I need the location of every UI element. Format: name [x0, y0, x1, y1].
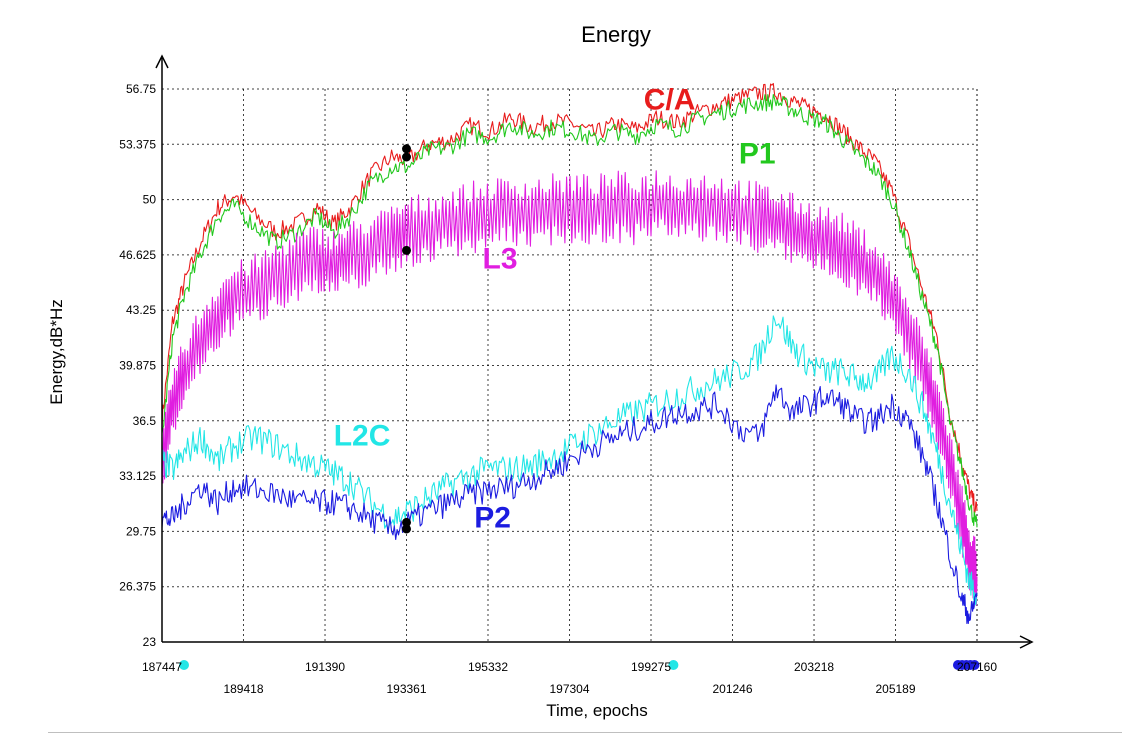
chart-title: Energy [581, 22, 651, 47]
series-labels: C/A P1 L3 L2C P2 [334, 83, 776, 534]
y-tick-label: 29.75 [126, 524, 156, 538]
series-label-ca: C/A [644, 83, 696, 116]
y-tick-label: 36.5 [133, 414, 157, 428]
x-tick-label: 207160 [957, 660, 997, 674]
x-tick-label: 201246 [712, 682, 752, 696]
tick-labels: 56.75 53.375 50 46.625 43.25 39.875 36.5 33.125… [119, 82, 997, 696]
y-tick-label: 53.375 [119, 137, 156, 151]
axes [155, 54, 1034, 649]
x-tick-label: 193361 [386, 682, 426, 696]
y-axis-arrow [155, 54, 169, 69]
axis-marker [179, 660, 189, 670]
y-tick-label: 46.625 [119, 248, 156, 262]
axis-marker [969, 660, 980, 670]
x-tick-label: 205189 [875, 682, 915, 696]
y-tick-label: 23 [143, 635, 157, 649]
series-line-l2c [161, 315, 978, 606]
data-marker [402, 144, 412, 154]
x-tick-label: 203218 [794, 660, 834, 674]
series-line-p1 [161, 93, 978, 528]
series-line-ca [161, 82, 978, 514]
bottom-divider [48, 732, 1122, 733]
y-tick-label: 50 [143, 193, 157, 207]
x-axis-arrow [1019, 635, 1034, 649]
y-tick-label: 39.875 [119, 359, 156, 373]
series-label-p2: P2 [474, 501, 511, 534]
series-line-l3 [161, 170, 978, 606]
data-marker [402, 517, 412, 527]
x-tick-label: 191390 [305, 660, 345, 674]
x-tick-label: 197304 [549, 682, 589, 696]
x-tick-label: 187447 [142, 660, 182, 674]
y-axis-label: Energy,dB*Hz [47, 299, 66, 405]
x-tick-label: 195332 [468, 660, 508, 674]
markers [179, 144, 980, 670]
axis-marker [668, 660, 679, 670]
y-tick-label: 56.75 [126, 82, 156, 96]
series-lines [161, 82, 978, 625]
y-tick-label: 43.25 [126, 303, 156, 317]
x-tick-label: 199275 [631, 660, 671, 674]
series-line-p2 [161, 384, 978, 625]
x-tick-label: 189418 [223, 682, 263, 696]
series-label-l3: L3 [483, 242, 518, 275]
data-marker [402, 524, 412, 534]
y-tick-label: 26.375 [119, 580, 156, 594]
x-axis-label: Time, epochs [546, 701, 647, 720]
y-tick-label: 33.125 [119, 469, 156, 483]
data-marker [402, 152, 412, 162]
data-marker [402, 245, 412, 255]
grid [162, 88, 978, 643]
series-label-p1: P1 [739, 138, 776, 171]
series-label-l2c: L2C [334, 419, 391, 452]
